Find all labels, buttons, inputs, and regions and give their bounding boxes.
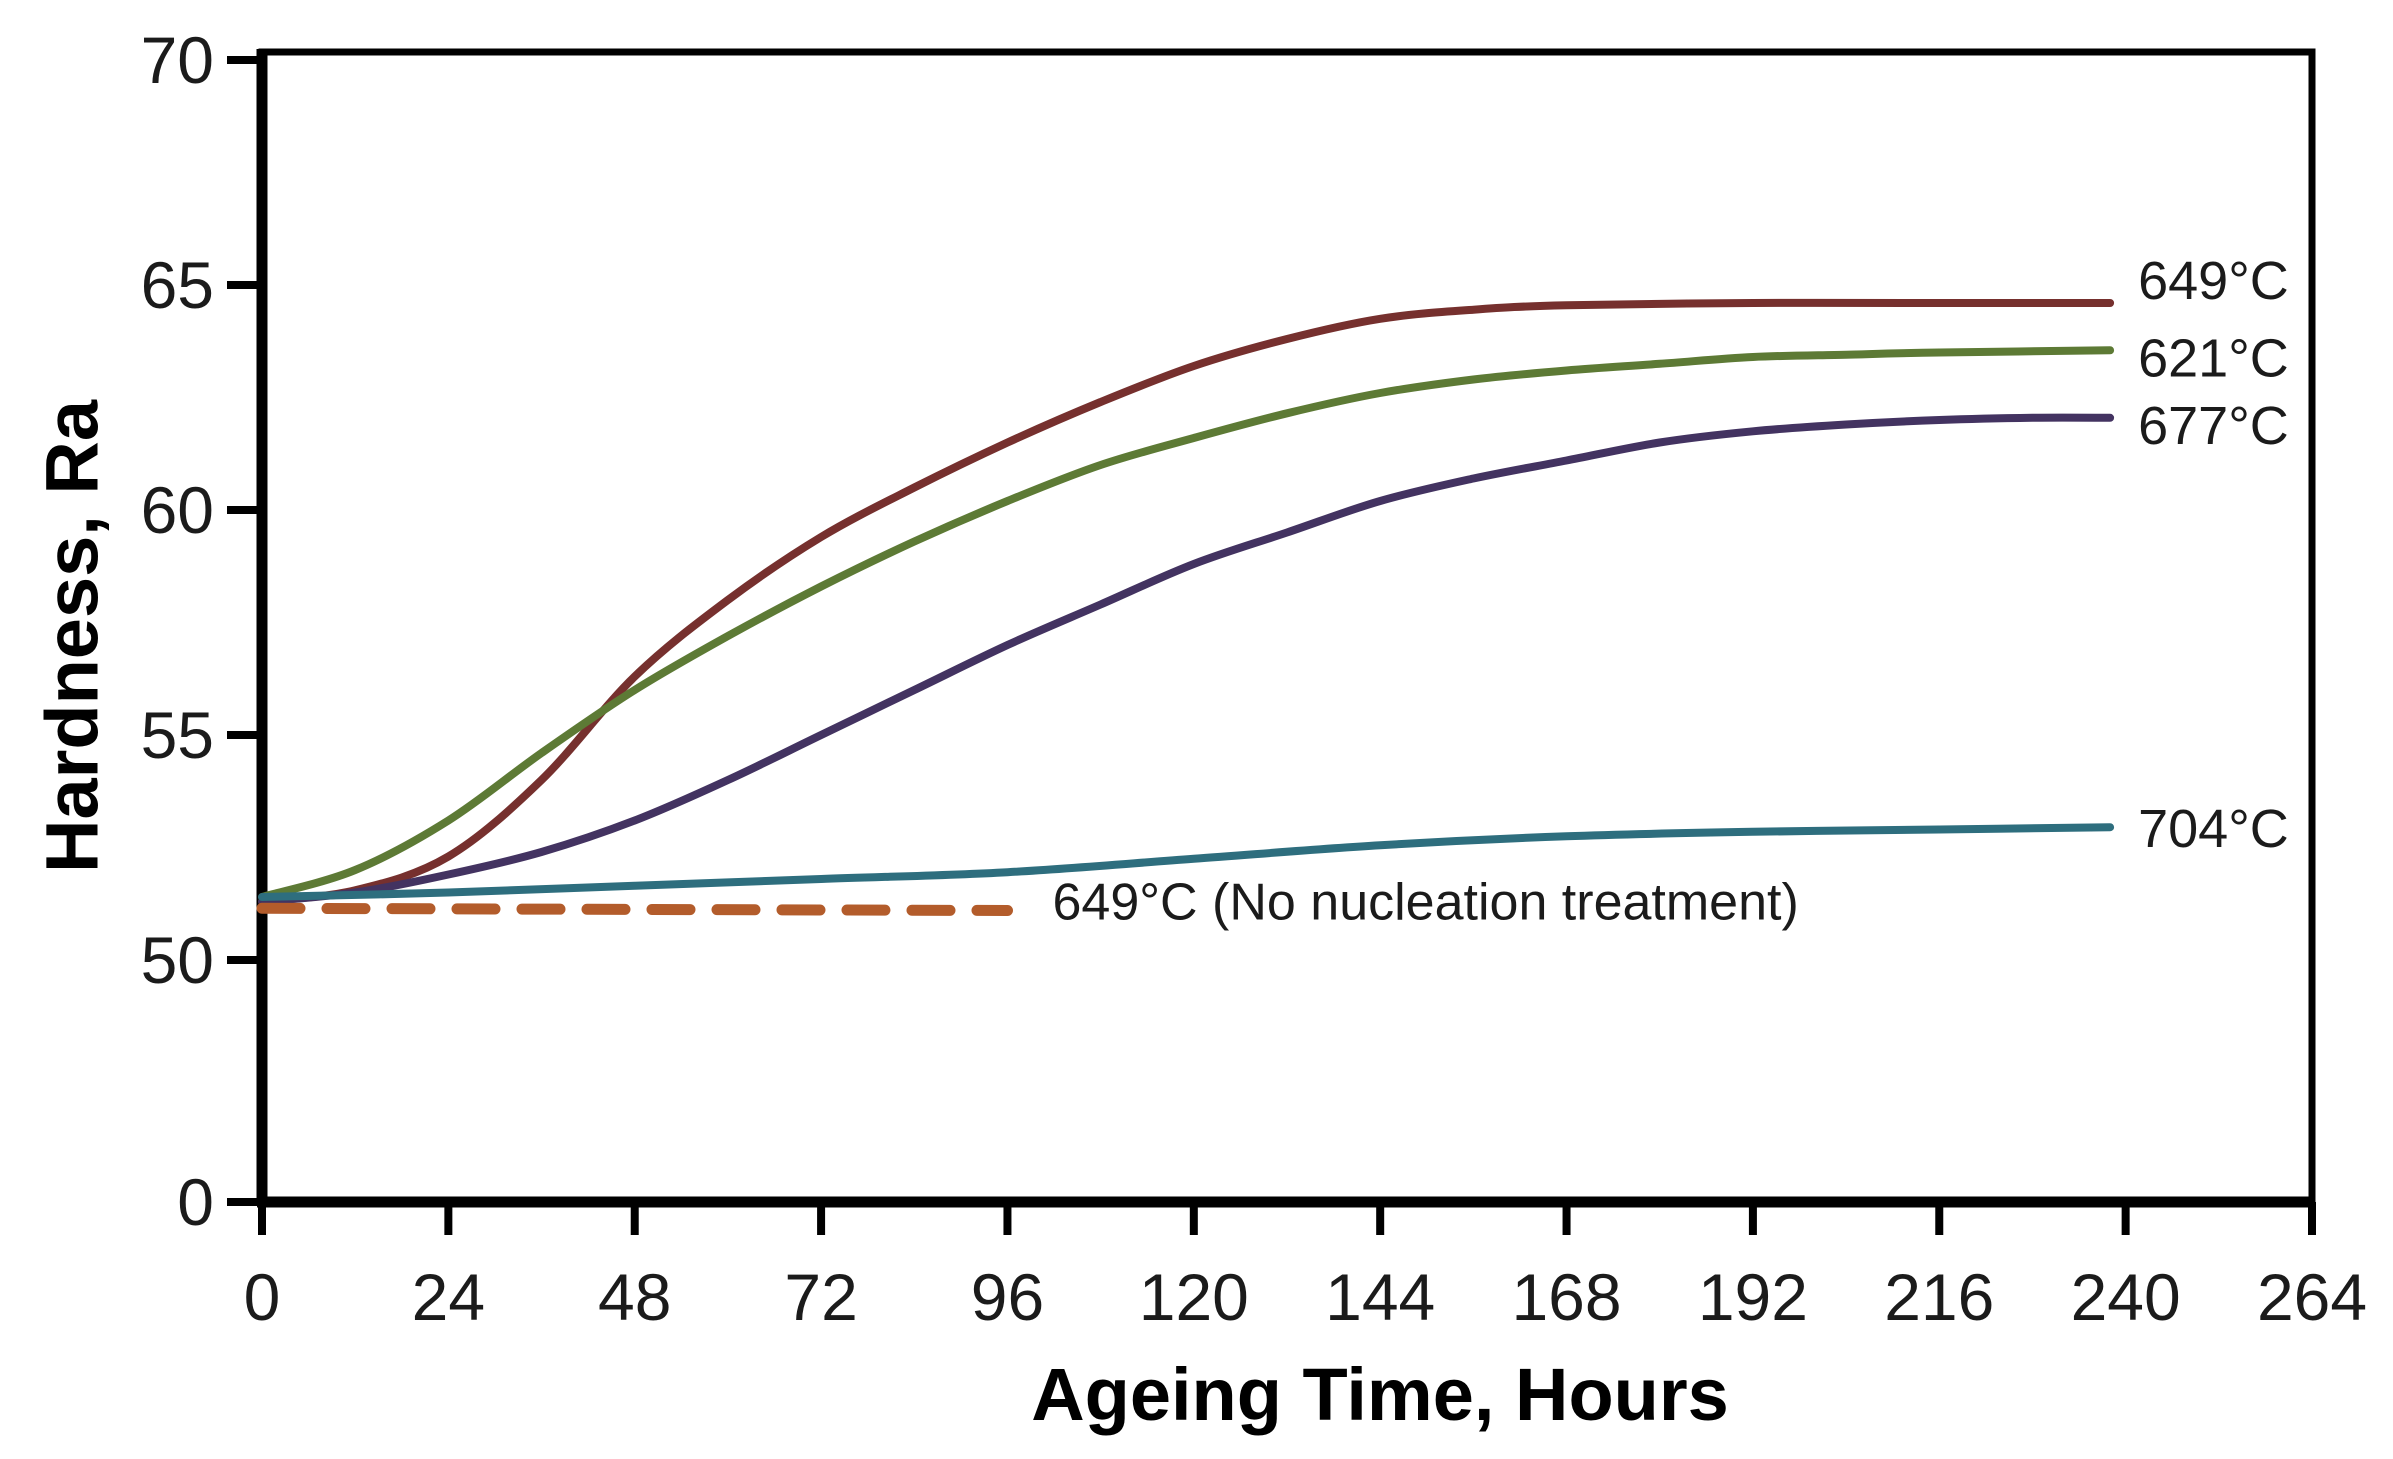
x-tick-label: 72 <box>784 1260 857 1334</box>
x-tick-label: 168 <box>1511 1260 1621 1334</box>
series-line-677-c <box>258 413 2115 906</box>
x-tick-label: 216 <box>1884 1260 1994 1334</box>
series-line-621-c <box>258 346 2115 901</box>
x-tick-label: 240 <box>2071 1260 2181 1334</box>
x-tick-label: 192 <box>1698 1260 1808 1334</box>
series-label-649-c: 649°C <box>2138 251 2289 311</box>
x-tick-label: 48 <box>598 1260 671 1334</box>
y-tick-label: 55 <box>141 698 214 772</box>
series-label-677-c: 677°C <box>2138 396 2289 456</box>
y-tick-label: 0 <box>177 1165 214 1239</box>
y-tick-label: 70 <box>141 23 214 97</box>
x-tick-label: 0 <box>244 1260 281 1334</box>
x-tick-label: 120 <box>1139 1260 1249 1334</box>
series-line-649-c <box>258 298 2115 906</box>
y-axis-title: Hardness, Ra <box>30 400 114 873</box>
series-line-704-c <box>258 823 2115 901</box>
y-tick-label: 60 <box>141 473 214 547</box>
series-line-649-c-no-nucleation-treatment- <box>256 902 1013 916</box>
x-tick-label: 96 <box>971 1260 1044 1334</box>
plot-border <box>258 48 2316 1206</box>
y-tick-label: 50 <box>141 923 214 997</box>
series-label-704-c: 704°C <box>2138 799 2289 859</box>
x-axis-title: Ageing Time, Hours <box>1031 1353 1729 1436</box>
x-tick-label: 24 <box>412 1260 485 1334</box>
series-label-inline: 649°C (No nucleation treatment) <box>1053 874 1799 932</box>
series-label-621-c: 621°C <box>2138 328 2289 388</box>
y-tick-label: 65 <box>141 248 214 322</box>
x-tick-label: 264 <box>2257 1260 2367 1334</box>
x-tick-label: 144 <box>1325 1260 1435 1334</box>
